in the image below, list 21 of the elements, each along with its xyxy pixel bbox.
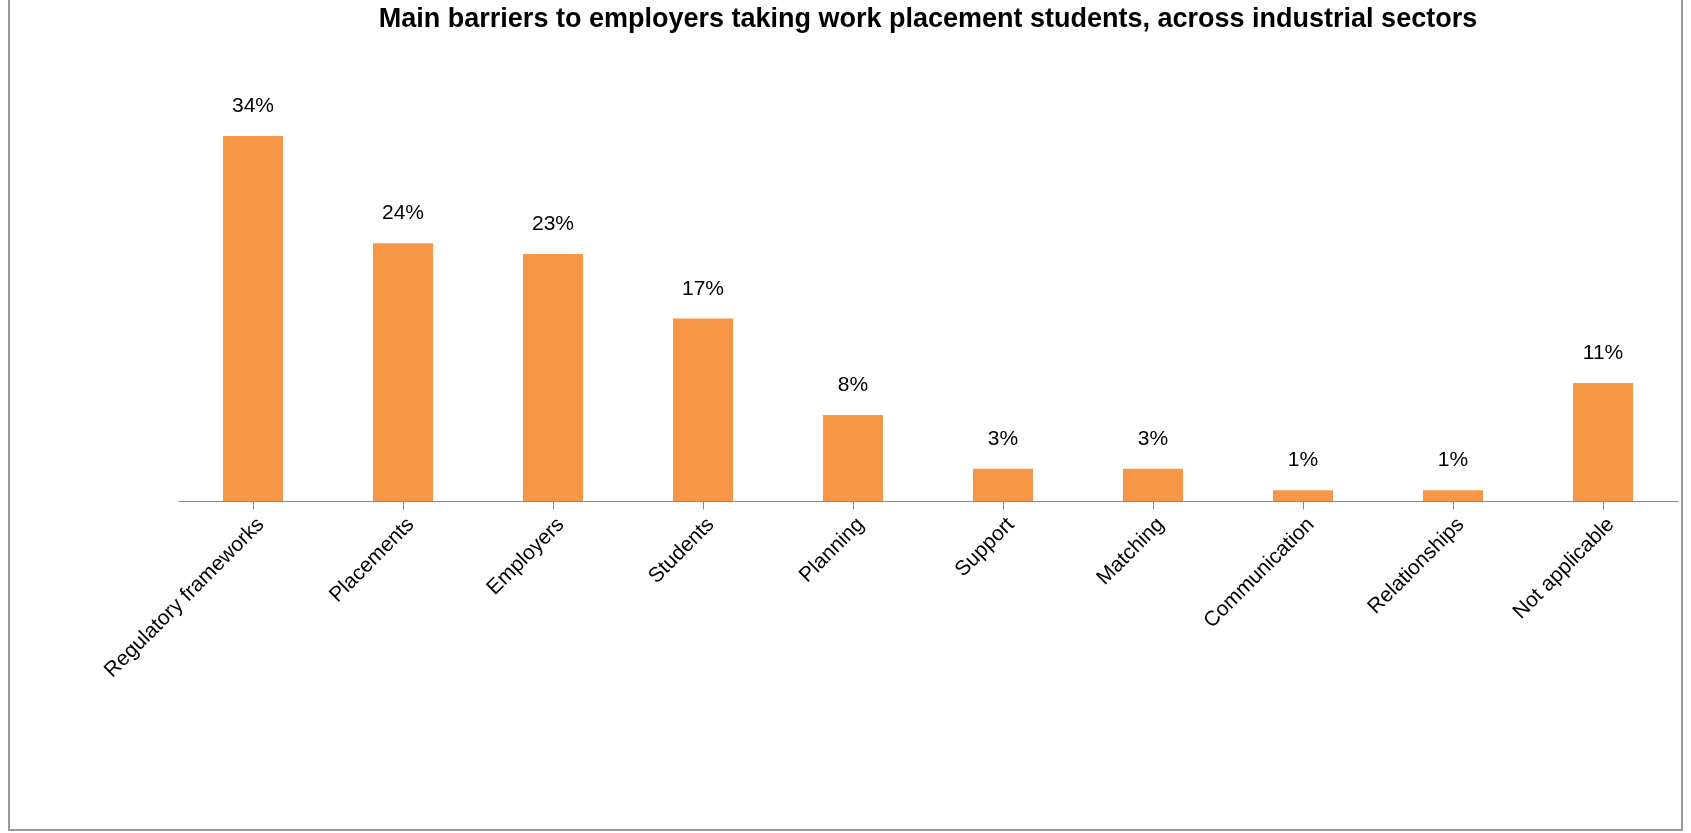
bar [973, 468, 1033, 501]
chart-title: Main barriers to employers taking work placement students, across industrial sectors [378, 3, 1478, 33]
data-label: 24% [381, 200, 425, 224]
data-label: 17% [681, 275, 725, 299]
data-label: 23% [531, 211, 575, 235]
bar [223, 136, 283, 501]
data-label: 1% [1437, 447, 1469, 471]
data-label: 3% [987, 425, 1019, 449]
data-label: 11% [1582, 339, 1624, 363]
bar [373, 243, 433, 501]
bar [1423, 490, 1483, 501]
data-label: 1% [1287, 447, 1319, 471]
bar [1123, 468, 1183, 501]
bar [1573, 382, 1633, 501]
data-label: 8% [837, 372, 869, 396]
bar [523, 254, 583, 501]
data-label: 3% [1137, 425, 1169, 449]
bar [823, 415, 883, 501]
bar [1273, 490, 1333, 501]
data-label: 34% [231, 93, 275, 116]
bar [673, 318, 733, 501]
